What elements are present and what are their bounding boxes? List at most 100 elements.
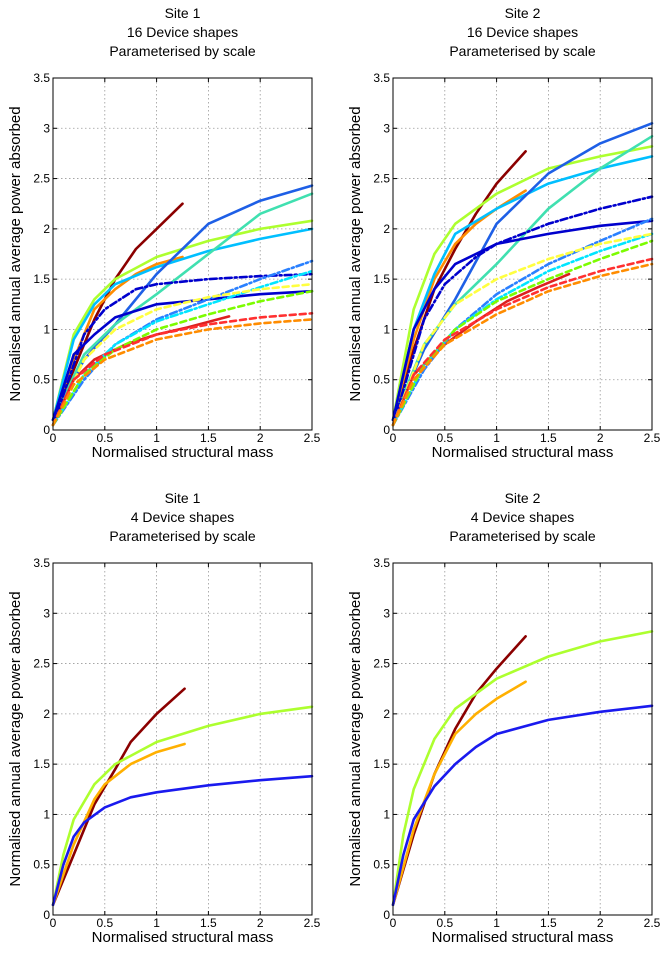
series-line-15	[51, 318, 314, 427]
x-tick-label: 1	[493, 916, 500, 930]
plot-area	[393, 563, 652, 915]
x-axis-label: Normalised structural mass	[432, 444, 614, 461]
x-axis-label: Normalised structural mass	[92, 444, 274, 461]
y-tick-label: 1.5	[33, 272, 50, 286]
x-tick-label: 1.5	[200, 431, 217, 445]
x-tick-label: 2.5	[304, 431, 321, 445]
axes-frame	[52, 562, 313, 916]
y-tick-label: 0	[383, 423, 390, 437]
series-line-9	[51, 272, 314, 427]
series-line-2	[391, 680, 527, 907]
series-line-3	[51, 219, 314, 422]
series-line-14	[391, 257, 654, 427]
x-tick-label: 0.5	[436, 916, 453, 930]
series-line-12	[391, 232, 654, 427]
axes-frame	[392, 562, 653, 916]
x-tick-label: 0	[390, 916, 397, 930]
series-line-7	[391, 219, 654, 422]
x-tick-label: 1.5	[540, 431, 557, 445]
y-tick-label: 2.5	[33, 657, 50, 671]
axes-frame	[392, 77, 653, 431]
plot-area	[53, 563, 312, 915]
series-line-5	[391, 122, 654, 422]
x-tick-label: 1	[493, 431, 500, 445]
series-line-9	[391, 195, 654, 427]
y-tick-label: 3	[383, 606, 390, 620]
chart-panel-4: 0 0.5 1 1.5 2 2.5 0 0.5 1 1.5 2 2.5 3 3.5 Site 2 4 Devi…	[347, 490, 661, 946]
y-tick-label: 0.5	[33, 373, 50, 387]
series-line-14	[51, 312, 314, 427]
y-tick-label: 0	[43, 908, 50, 922]
series-line-2	[51, 742, 186, 907]
series-line-15	[391, 262, 654, 427]
x-tick-label: 2	[597, 916, 604, 930]
y-tick-label: 2	[383, 707, 390, 721]
series-line-1	[391, 635, 527, 907]
chart-title-line: 16 Device shapes	[467, 24, 578, 40]
x-tick-label: 2	[597, 431, 604, 445]
series-line-10	[51, 259, 314, 427]
x-tick-label: 0	[390, 431, 397, 445]
y-axis-label: Normalised annual average power absorbed	[347, 591, 364, 886]
series-line-4	[51, 774, 314, 907]
chart-title-line: 4 Device shapes	[131, 509, 235, 525]
series-line-1	[51, 687, 186, 907]
y-tick-label: 3.5	[33, 71, 50, 85]
chart-title-line: Site 2	[505, 5, 541, 21]
x-tick-label: 1	[153, 431, 160, 445]
y-axis-label: Normalised annual average power absorbed	[347, 106, 364, 401]
y-tick-label: 3.5	[373, 71, 390, 85]
y-tick-label: 1	[383, 807, 390, 821]
series-line-4	[391, 704, 654, 907]
x-tick-label: 2.5	[644, 916, 661, 930]
x-tick-label: 0.5	[96, 431, 113, 445]
x-tick-label: 2.5	[304, 916, 321, 930]
y-tick-label: 2	[383, 222, 390, 236]
y-tick-label: 2.5	[373, 172, 390, 186]
y-tick-label: 0	[43, 423, 50, 437]
chart-title-line: 16 Device shapes	[127, 24, 238, 40]
y-tick-label: 2	[43, 707, 50, 721]
y-tick-label: 2.5	[33, 172, 50, 186]
series-line-3	[51, 705, 314, 907]
y-tick-label: 3.5	[373, 556, 390, 570]
y-tick-label: 0.5	[373, 373, 390, 387]
y-tick-label: 1.5	[373, 272, 390, 286]
x-axis-label: Normalised structural mass	[92, 929, 274, 946]
series-line-1	[391, 150, 527, 422]
plot-area	[53, 78, 312, 430]
series-line-12	[51, 282, 314, 427]
chart-panel-2: 0 0.5 1 1.5 2 2.5 0 0.5 1 1.5 2 2.5 3 3.5 Site 2 16 Dev…	[347, 5, 661, 461]
chart-title-line: Parameterised by scale	[109, 528, 256, 544]
x-tick-label: 2	[257, 431, 264, 445]
series-line-3	[391, 145, 654, 422]
y-tick-label: 2.5	[373, 657, 390, 671]
series-line-3	[391, 630, 654, 907]
y-tick-label: 1.5	[373, 757, 390, 771]
x-tick-label: 2	[257, 916, 264, 930]
x-tick-label: 1.5	[540, 916, 557, 930]
y-tick-label: 1	[43, 807, 50, 821]
chart-panel-3: 0 0.5 1 1.5 2 2.5 0 0.5 1 1.5 2 2.5 3 3.5 Site 1 4 Devi…	[7, 490, 321, 946]
x-tick-label: 1.5	[200, 916, 217, 930]
series-line-13	[391, 239, 654, 427]
y-axis-label: Normalised annual average power absorbed	[7, 106, 24, 401]
series-line-11	[391, 232, 654, 427]
y-tick-label: 2	[43, 222, 50, 236]
y-tick-label: 0.5	[33, 858, 50, 872]
y-tick-label: 1	[383, 322, 390, 336]
y-tick-label: 3.5	[33, 556, 50, 570]
y-tick-label: 3	[43, 121, 50, 135]
x-tick-label: 0	[50, 431, 57, 445]
y-tick-label: 1	[43, 322, 50, 336]
plot-area	[393, 78, 652, 430]
series-line-2	[51, 255, 184, 422]
x-tick-label: 0	[50, 916, 57, 930]
x-tick-label: 1	[153, 916, 160, 930]
axes-frame	[52, 77, 313, 431]
y-tick-label: 0	[383, 908, 390, 922]
chart-title-line: 4 Device shapes	[471, 509, 575, 525]
x-tick-label: 0.5	[436, 431, 453, 445]
chart-title-line: Site 1	[165, 5, 201, 21]
x-tick-label: 0.5	[96, 916, 113, 930]
